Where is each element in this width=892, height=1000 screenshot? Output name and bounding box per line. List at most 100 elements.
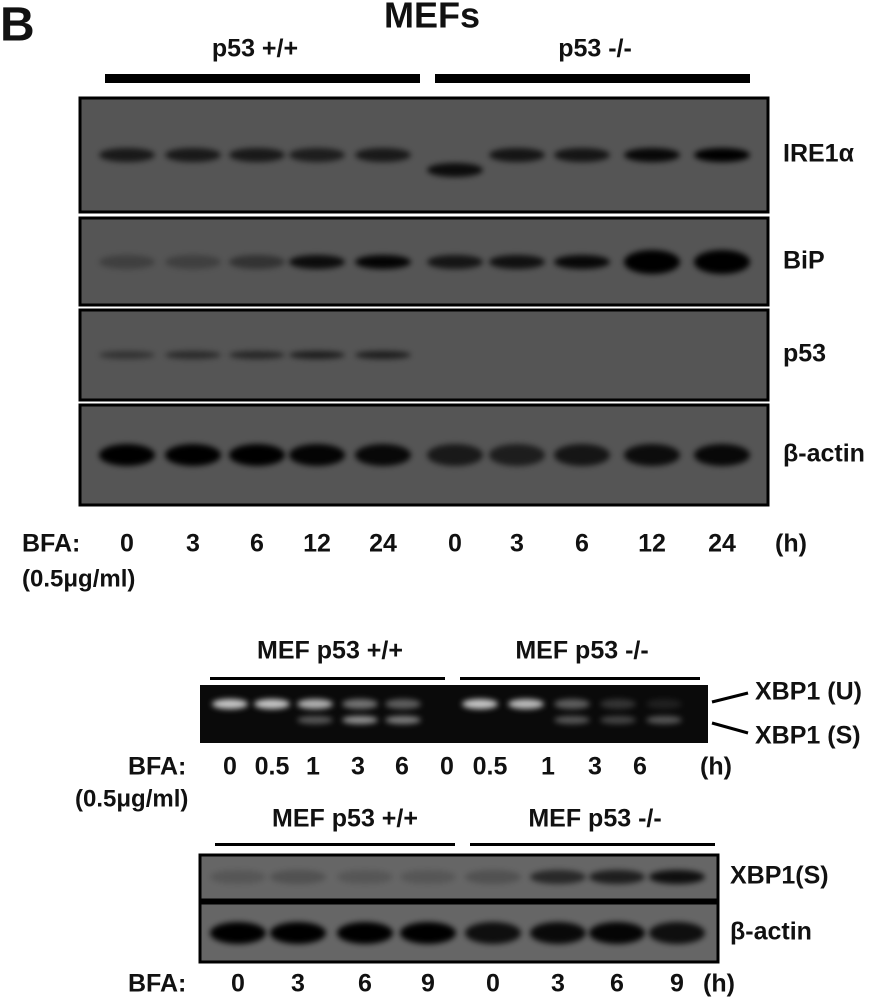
band bbox=[210, 870, 266, 884]
gel-band bbox=[254, 699, 290, 709]
row-label: XBP1(S) bbox=[730, 862, 829, 890]
band bbox=[270, 870, 326, 884]
lane-label: 6 bbox=[358, 970, 372, 998]
band bbox=[530, 922, 586, 944]
lane-label: 0.5 bbox=[473, 753, 508, 781]
band bbox=[229, 444, 285, 466]
band bbox=[489, 444, 545, 466]
group-label: MEF p53 +/+ bbox=[257, 637, 403, 665]
band bbox=[289, 255, 345, 269]
gel-band bbox=[554, 716, 590, 724]
lane-label: 6 bbox=[250, 530, 264, 558]
band bbox=[530, 870, 586, 884]
dose: (0.5μg/ml) bbox=[75, 785, 188, 812]
lane-label: 0 bbox=[231, 970, 245, 998]
band bbox=[229, 351, 285, 359]
row-label: β-actin bbox=[783, 440, 865, 468]
band bbox=[465, 922, 521, 944]
group-bar bbox=[470, 843, 715, 846]
band bbox=[400, 922, 456, 944]
band bbox=[99, 444, 155, 466]
lane-label: 9 bbox=[421, 970, 435, 998]
group-bar bbox=[210, 677, 445, 680]
band bbox=[289, 351, 345, 359]
row-label: IRE1α bbox=[783, 140, 855, 168]
lane-label: 1 bbox=[541, 753, 555, 781]
band bbox=[589, 870, 645, 884]
band bbox=[649, 922, 705, 944]
gel-band bbox=[212, 699, 248, 709]
group-label: MEF p53 -/- bbox=[515, 637, 648, 665]
band bbox=[355, 255, 411, 269]
gel-band bbox=[385, 699, 421, 709]
dose: (0.5μg/ml) bbox=[22, 565, 135, 592]
lane-label: 0 bbox=[448, 530, 462, 558]
group-label: MEF p53 +/+ bbox=[272, 805, 418, 833]
lane-label: 3 bbox=[510, 530, 524, 558]
band bbox=[624, 148, 680, 162]
unit: (h) bbox=[775, 530, 807, 558]
band bbox=[289, 444, 345, 466]
lane-label: 6 bbox=[610, 970, 624, 998]
group-label: MEF p53 -/- bbox=[528, 805, 661, 833]
band bbox=[99, 351, 155, 359]
gel-band bbox=[508, 699, 544, 709]
band bbox=[289, 148, 345, 162]
band bbox=[489, 255, 545, 269]
row-label: BiP bbox=[783, 247, 825, 275]
band bbox=[554, 444, 610, 466]
group-bar bbox=[460, 677, 700, 680]
band bbox=[229, 255, 285, 269]
lane-label: 3 bbox=[186, 530, 200, 558]
band bbox=[624, 444, 680, 466]
lane-label: 0 bbox=[486, 970, 500, 998]
unit: (h) bbox=[703, 970, 735, 998]
group-bar bbox=[215, 843, 455, 846]
band-label: XBP1 (U) bbox=[755, 678, 862, 706]
band bbox=[465, 870, 521, 884]
lane-label: 9 bbox=[670, 970, 684, 998]
band bbox=[489, 148, 545, 162]
gel-band bbox=[342, 716, 378, 724]
gel-band bbox=[646, 716, 682, 724]
band bbox=[554, 255, 610, 269]
connector bbox=[711, 721, 749, 735]
lane-label: 0 bbox=[440, 753, 454, 781]
row-label: p53 bbox=[783, 340, 826, 368]
gel-band bbox=[646, 699, 682, 709]
band bbox=[624, 250, 680, 274]
band-label: XBP1 (S) bbox=[755, 722, 861, 750]
band bbox=[427, 255, 483, 269]
gel bbox=[200, 685, 708, 743]
band bbox=[355, 148, 411, 162]
band bbox=[355, 351, 411, 359]
gel-band bbox=[385, 716, 421, 724]
lane-label: 12 bbox=[303, 530, 331, 558]
lane-label: 1 bbox=[306, 753, 320, 781]
band bbox=[355, 444, 411, 466]
band bbox=[400, 870, 456, 884]
lane-label: 0 bbox=[120, 530, 134, 558]
band bbox=[649, 870, 705, 884]
gel-band bbox=[342, 699, 378, 709]
panel-label: B bbox=[0, 0, 35, 52]
band bbox=[229, 148, 285, 162]
band bbox=[694, 250, 750, 274]
band bbox=[165, 148, 221, 162]
lane-label: 3 bbox=[551, 970, 565, 998]
band bbox=[165, 255, 221, 269]
treatment-label: BFA: bbox=[128, 753, 186, 781]
group-label: p53 -/- bbox=[558, 35, 632, 63]
row-label: β-actin bbox=[730, 918, 812, 946]
band bbox=[99, 255, 155, 269]
lane-label: 12 bbox=[638, 530, 666, 558]
gel-band bbox=[297, 699, 333, 709]
lane-label: 6 bbox=[575, 530, 589, 558]
band bbox=[337, 870, 393, 884]
gel-band bbox=[554, 699, 590, 709]
gel-band bbox=[600, 716, 636, 724]
band bbox=[694, 444, 750, 466]
band bbox=[337, 922, 393, 944]
